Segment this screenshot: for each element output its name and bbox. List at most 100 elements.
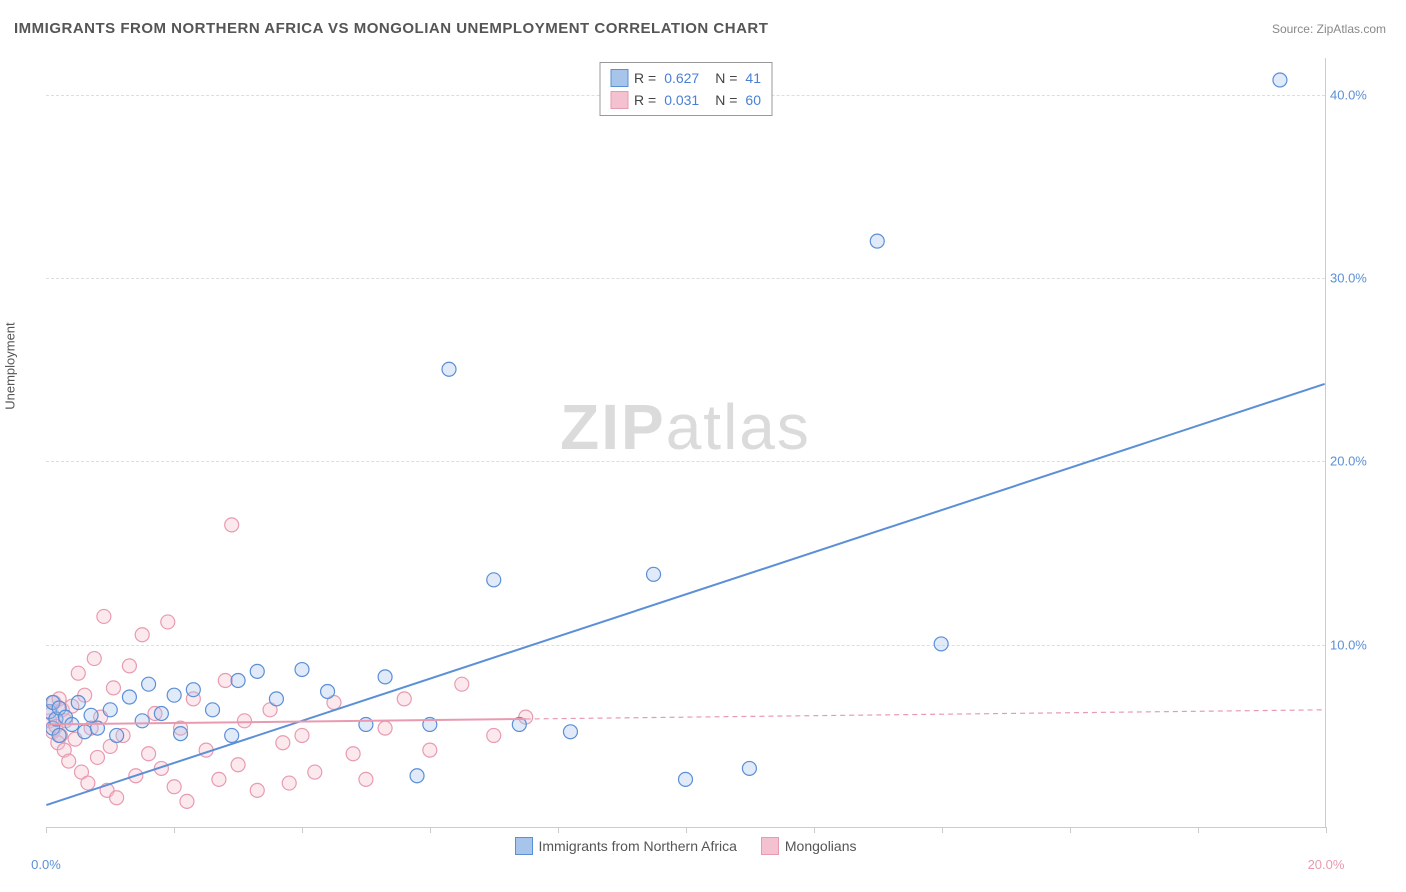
y-tick-label: 10.0% [1330, 637, 1385, 652]
data-point [81, 776, 95, 790]
data-point [359, 717, 373, 731]
data-point [934, 637, 948, 651]
data-point [1273, 73, 1287, 87]
series-2-label: Mongolians [785, 838, 857, 854]
data-point [563, 725, 577, 739]
data-point [742, 761, 756, 775]
data-point [225, 518, 239, 532]
legend-item-2: Mongolians [761, 837, 857, 855]
y-tick-label: 30.0% [1330, 271, 1385, 286]
x-tick [1198, 827, 1199, 833]
data-point [250, 783, 264, 797]
data-point [679, 772, 693, 786]
x-tick [942, 827, 943, 833]
data-point [135, 628, 149, 642]
legend-row-series-1: R = 0.627 N = 41 [610, 67, 761, 89]
n-label: N = [715, 89, 737, 111]
legend-series-names: Immigrants from Northern Africa Mongolia… [515, 837, 857, 855]
data-point [870, 234, 884, 248]
data-point [154, 706, 168, 720]
data-point [135, 714, 149, 728]
data-point [250, 664, 264, 678]
legend-swatch-blue [610, 69, 628, 87]
data-point [110, 728, 124, 742]
data-point [122, 690, 136, 704]
r-label: R = [634, 89, 656, 111]
n-value-2: 60 [745, 89, 761, 111]
series-1-label: Immigrants from Northern Africa [539, 838, 737, 854]
data-point [167, 688, 181, 702]
data-point [455, 677, 469, 691]
data-point [71, 696, 85, 710]
data-point [442, 362, 456, 376]
x-tick [1070, 827, 1071, 833]
data-point [180, 794, 194, 808]
data-point [237, 714, 251, 728]
chart-title: IMMIGRANTS FROM NORTHERN AFRICA VS MONGO… [14, 20, 768, 37]
data-point [276, 736, 290, 750]
data-point [647, 567, 661, 581]
data-point [71, 666, 85, 680]
data-point [62, 754, 76, 768]
trend-line [46, 384, 1324, 805]
x-tick [814, 827, 815, 833]
legend-swatch-pink [761, 837, 779, 855]
data-point [106, 681, 120, 695]
data-point [378, 670, 392, 684]
data-point [378, 721, 392, 735]
data-point [97, 609, 111, 623]
source-name: ZipAtlas.com [1317, 22, 1386, 36]
legend-row-series-2: R = 0.031 N = 60 [610, 89, 761, 111]
data-point [110, 791, 124, 805]
data-point [487, 573, 501, 587]
x-tick [558, 827, 559, 833]
data-point [78, 725, 92, 739]
scatter-plot-svg [46, 58, 1325, 827]
data-point [122, 659, 136, 673]
r-label: R = [634, 67, 656, 89]
legend-swatch-pink [610, 91, 628, 109]
source-attribution: Source: ZipAtlas.com [1272, 22, 1386, 36]
data-point [186, 683, 200, 697]
trend-line [46, 719, 525, 724]
data-point [321, 685, 335, 699]
data-point [206, 703, 220, 717]
legend-item-1: Immigrants from Northern Africa [515, 837, 737, 855]
data-point [269, 692, 283, 706]
x-tick [46, 827, 47, 833]
data-point [295, 728, 309, 742]
x-tick [430, 827, 431, 833]
data-point [397, 692, 411, 706]
data-point [174, 727, 188, 741]
chart-container: IMMIGRANTS FROM NORTHERN AFRICA VS MONGO… [0, 0, 1406, 892]
data-point [423, 743, 437, 757]
data-point [346, 747, 360, 761]
r-value-2: 0.031 [664, 89, 699, 111]
data-point [161, 615, 175, 629]
trend-line-extrapolated [526, 710, 1325, 719]
y-tick-label: 40.0% [1330, 87, 1385, 102]
data-point [231, 674, 245, 688]
data-point [90, 750, 104, 764]
y-axis-label: Unemployment [3, 322, 18, 409]
plot-area: ZIPatlas R = 0.627 N = 41 R = 0.031 N = … [46, 58, 1326, 828]
data-point [359, 772, 373, 786]
n-label: N = [715, 67, 737, 89]
n-value-1: 41 [745, 67, 761, 89]
x-tick [686, 827, 687, 833]
data-point [225, 728, 239, 742]
x-tick [174, 827, 175, 833]
x-tick-label-max: 20.0% [1308, 857, 1345, 872]
x-tick-label-min: 0.0% [31, 857, 61, 872]
data-point [167, 780, 181, 794]
x-tick [1326, 827, 1327, 833]
y-tick-label: 20.0% [1330, 454, 1385, 469]
legend-correlation-box: R = 0.627 N = 41 R = 0.031 N = 60 [599, 62, 772, 116]
data-point [84, 708, 98, 722]
data-point [87, 652, 101, 666]
data-point [308, 765, 322, 779]
r-value-1: 0.627 [664, 67, 699, 89]
data-point [218, 674, 232, 688]
data-point [142, 677, 156, 691]
data-point [282, 776, 296, 790]
